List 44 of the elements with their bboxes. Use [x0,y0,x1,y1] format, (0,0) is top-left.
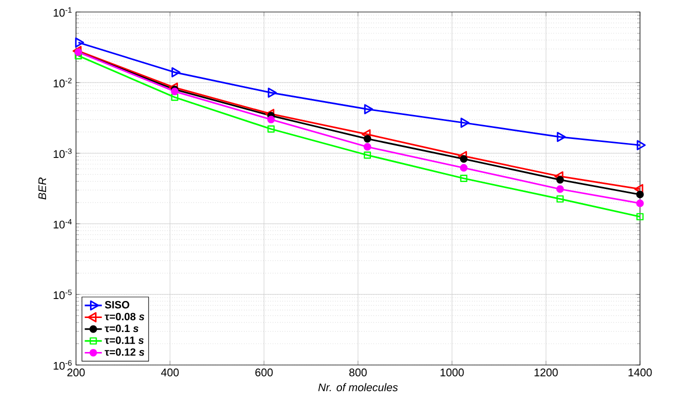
point [268,88,277,98]
legend-label: τ=0.08 s [104,312,144,320]
y-tick-label: 10$^{-5}$ [54,290,72,300]
point [636,200,644,208]
point [556,195,564,203]
y-tick-label: 10$^{-1}$ [54,7,72,17]
x-tick-label: 600 [255,368,273,376]
point [75,37,84,48]
y-axis-title: BER [38,178,46,200]
y-tick-label: 10$^{-3}$ [54,148,72,158]
point [556,132,566,142]
point [636,213,644,220]
point [460,174,468,182]
point [364,151,371,159]
legend-label: SISO [104,301,130,308]
point [171,94,178,101]
legend-label: τ=0.1 s [104,324,138,332]
y-tick-label: 10$^{-4}$ [54,219,72,228]
x-tick-label: 800 [349,368,367,376]
point [72,46,82,56]
x-tick-label: 200 [67,368,85,376]
x-tick-label: 400 [161,368,179,376]
x-tick-label: 1200 [534,368,558,376]
point [267,125,275,133]
point [364,134,372,143]
y-tick-label: 10$^{-6}$ [54,360,72,370]
y-tick-label: 10$^{-2}$ [54,78,72,88]
point [556,185,564,193]
point [460,164,468,172]
point [364,143,372,151]
point [636,140,646,150]
legend-label: τ=0.12 s [104,348,144,356]
point [556,176,564,184]
x-axis-title: Nr. of molecules [318,383,398,392]
legend-label: τ=0.11 s [104,336,144,344]
x-tick-label: 1000 [440,368,464,376]
point [364,104,374,114]
point [267,116,275,124]
point [460,155,468,163]
x-tick-label: 1400 [628,368,652,376]
point [634,184,644,194]
point [171,67,180,78]
point [460,118,470,128]
point [636,190,644,198]
